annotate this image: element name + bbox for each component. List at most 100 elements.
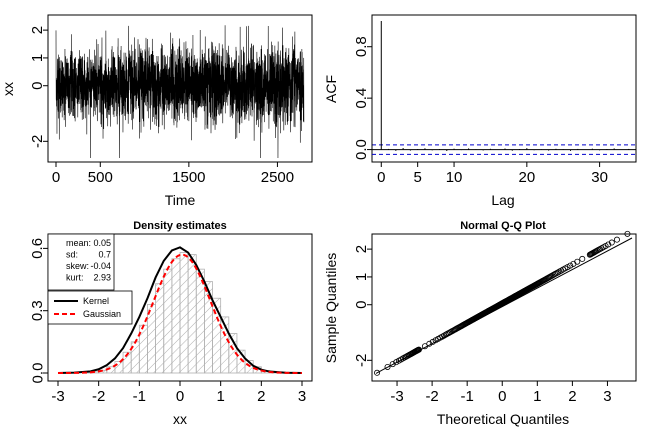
- qq-point: [374, 369, 381, 376]
- qq-point: [389, 361, 396, 368]
- acf-x-tick-label: 5: [413, 169, 421, 186]
- timeseries-x-tick-label: 1500: [172, 169, 205, 186]
- acf-x-tick-label: 30: [591, 169, 608, 186]
- density-x-tick-label: 1: [216, 388, 224, 405]
- density-panel: Density estimates -3 -2 -1 0 1 2 3 0.0 0.3 0.6 x…: [29, 220, 313, 427]
- stats-label: skew:: [66, 261, 89, 271]
- qq-point: [429, 338, 436, 345]
- qq-point: [552, 271, 559, 278]
- qq-point: [553, 270, 560, 277]
- histogram-bar: [179, 252, 189, 374]
- qq-point: [605, 241, 612, 248]
- qq-panel: Normal Q-Q Plot -3 -2 -1 0 1 2 3 -2 0 1 2 Theoret…: [323, 220, 637, 427]
- qq-x-label: Theoretical Quantiles: [437, 411, 569, 427]
- acf-y-axis: 0.0 0.4 0.8: [353, 36, 373, 160]
- stats-value: 0.05: [93, 238, 111, 248]
- acf-x-tick-label: 0: [377, 169, 385, 186]
- acf-x-tick-label: 20: [518, 169, 535, 186]
- qq-point: [624, 230, 631, 237]
- timeseries-panel: 0 500 1500 2500 -2 0 1 2 Time xx: [0, 14, 313, 208]
- timeseries-x-tick-label: 0: [52, 169, 60, 186]
- density-legend: Kernel Gaussian: [47, 290, 133, 325]
- timeseries-x-tick-label: 2500: [261, 169, 294, 186]
- density-x-axis: -3 -2 -1 0 1 2 3: [51, 380, 306, 405]
- timeseries-y-tick-label: 2: [29, 26, 46, 34]
- density-x-tick-label: 2: [257, 388, 265, 405]
- qq-x-tick-label: 3: [603, 388, 611, 405]
- acf-y-tick-label: 0.0: [353, 139, 370, 160]
- acf-x-tick-label: 10: [446, 169, 463, 186]
- qq-x-tick-label: 0: [498, 388, 506, 405]
- timeseries-line: [55, 25, 305, 159]
- qq-title: Normal Q-Q Plot: [460, 220, 546, 232]
- acf-y-label: ACF: [323, 75, 339, 103]
- density-y-tick-label: 0.3: [29, 300, 46, 321]
- density-curves: [57, 246, 303, 374]
- legend-gaussian-label: Gaussian: [83, 309, 121, 319]
- kernel-density-curve: [57, 246, 303, 374]
- stats-value: 0.7: [98, 250, 111, 260]
- acf-x-axis: 0 5 10 20 30: [377, 161, 608, 186]
- stats-label: kurt:: [66, 273, 84, 283]
- legend-frame: [47, 290, 133, 325]
- stats-label: mean:: [66, 238, 91, 248]
- stats-value: -0.04: [90, 261, 111, 271]
- gaussian-density-curve: [58, 253, 302, 374]
- stats-rows: mean: 0.05 sd: 0.7 skew: -0.04 kurt: 2.93: [66, 238, 111, 283]
- qq-x-tick-label: -3: [390, 388, 403, 405]
- qq-y-tick-label: -2: [353, 354, 370, 367]
- qq-y-tick-label: 2: [353, 245, 370, 253]
- acf-x-label: Lag: [491, 192, 514, 208]
- timeseries-series: [55, 25, 305, 159]
- density-x-tick-label: -2: [92, 388, 105, 405]
- density-x-tick-label: 3: [298, 388, 306, 405]
- timeseries-x-label: Time: [165, 192, 196, 208]
- histogram-bar: [114, 361, 124, 374]
- acf-y-tick-label: 0.8: [353, 36, 370, 57]
- qq-x-tick-label: -2: [425, 388, 438, 405]
- qq-point: [567, 262, 574, 269]
- acf-plot-box: [371, 14, 637, 163]
- density-x-tick-label: -3: [51, 388, 64, 405]
- timeseries-x-tick-label: 500: [88, 169, 113, 186]
- histogram-bar: [155, 283, 165, 374]
- timeseries-y-axis: -2 0 1 2: [29, 26, 49, 148]
- timeseries-y-label: xx: [0, 82, 16, 96]
- timeseries-y-tick-label: 1: [29, 54, 46, 62]
- qq-x-tick-label: 2: [568, 388, 576, 405]
- qq-point: [579, 255, 586, 262]
- acf-y-tick-label: 0.4: [353, 88, 370, 109]
- density-x-tick-label: -1: [133, 388, 146, 405]
- histogram-bar: [187, 254, 197, 374]
- qq-x-tick-label: 1: [533, 388, 541, 405]
- histogram-bar: [163, 268, 173, 374]
- histogram-bar: [195, 268, 205, 374]
- stats-label: sd:: [66, 250, 78, 260]
- qq-x-axis: -3 -2 -1 0 1 2 3: [390, 380, 612, 405]
- timeseries-y-tick-label: 0: [29, 82, 46, 90]
- qq-point: [426, 340, 433, 347]
- density-y-tick-label: 0.6: [29, 238, 46, 259]
- qq-y-tick-label: 1: [353, 273, 370, 281]
- qq-plot-box: [371, 233, 637, 382]
- qq-point: [574, 258, 581, 265]
- acf-series: [372, 21, 637, 155]
- histogram-bar: [171, 258, 181, 374]
- qq-point: [613, 236, 620, 243]
- qq-y-label: Sample Quantiles: [323, 253, 339, 364]
- legend-kernel-label: Kernel: [83, 296, 109, 306]
- timeseries-x-axis: 0 500 1500 2500: [52, 161, 294, 186]
- qq-point: [608, 239, 615, 246]
- qq-y-axis: -2 0 1 2: [353, 245, 373, 367]
- qq-points: [374, 230, 633, 376]
- density-histogram: [82, 252, 279, 374]
- qq-point: [415, 346, 422, 353]
- qq-x-tick-label: -1: [461, 388, 474, 405]
- stats-value: 2.93: [93, 273, 111, 283]
- density-title: Density estimates: [133, 220, 227, 232]
- acf-panel: 0 5 10 20 30 0.0 0.4 0.8 Lag ACF: [323, 14, 637, 208]
- timeseries-y-tick-label: -2: [29, 135, 46, 148]
- stats-box-frame: [47, 233, 115, 291]
- density-y-tick-label: 0.0: [29, 363, 46, 384]
- density-x-label: xx: [173, 411, 187, 427]
